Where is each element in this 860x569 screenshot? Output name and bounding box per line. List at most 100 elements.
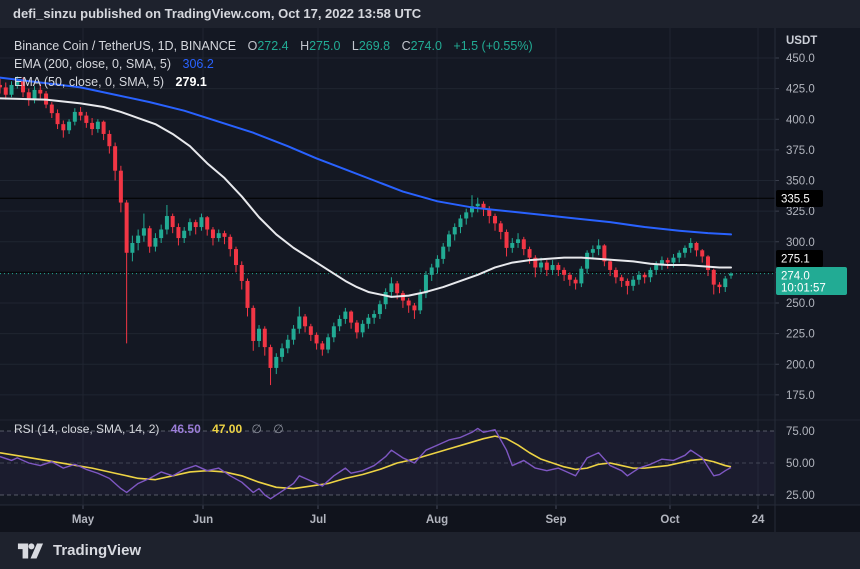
candle-body[interactable] [349,311,354,323]
candle-body[interactable] [26,92,31,100]
candle-body[interactable] [205,217,210,230]
ema50-line[interactable] [0,97,733,298]
candle-body[interactable] [210,229,215,239]
time-tick-label[interactable]: Jul [310,514,327,526]
candle-body[interactable] [187,222,192,231]
candle-body[interactable] [320,343,325,350]
time-tick-label[interactable]: Sep [545,514,566,526]
candle-body[interactable] [608,261,613,270]
candle-body[interactable] [642,274,647,278]
candle-body[interactable] [573,279,578,284]
candle-body[interactable] [38,89,43,94]
price-tick-label[interactable]: 350.0 [786,176,815,188]
candle-body[interactable] [55,113,60,125]
candle-body[interactable] [21,80,26,93]
candle-body[interactable] [136,235,141,243]
candle-body[interactable] [498,223,503,232]
time-tick-label[interactable]: Jun [193,514,213,526]
candle-body[interactable] [113,146,118,171]
candle-body[interactable] [711,269,716,285]
candle-body[interactable] [665,260,670,263]
candle-body[interactable] [527,249,532,258]
candle-body[interactable] [101,121,106,134]
candle-body[interactable] [245,280,250,308]
brand-name[interactable]: TradingView [53,542,142,559]
time-tick-label[interactable]: Aug [426,514,448,526]
price-tick-label[interactable]: 225.0 [786,329,815,341]
time-axis-strip[interactable] [0,505,860,532]
candle-body[interactable] [141,228,146,236]
candle-body[interactable] [441,246,446,259]
candle-body[interactable] [159,229,164,239]
time-tick-label[interactable]: 24 [752,514,765,526]
candle-body[interactable] [147,228,152,247]
price-tick-label[interactable]: 400.0 [786,114,815,126]
candle-body[interactable] [705,256,710,270]
candle-body[interactable] [222,233,227,237]
candle-body[interactable] [308,326,313,335]
candle-body[interactable] [700,250,705,257]
candle-body[interactable] [164,216,169,230]
candle-body[interactable] [688,242,693,248]
candle-body[interactable] [257,328,262,341]
candle-body[interactable] [49,104,54,114]
price-tick-label[interactable]: 250.0 [786,298,815,310]
candle-body[interactable] [423,274,428,294]
rsi-line[interactable] [0,427,732,500]
candle-body[interactable] [233,249,238,266]
candle-body[interactable] [619,277,624,281]
candle-body[interactable] [539,262,544,268]
candle-body[interactable] [452,227,457,235]
candle-body[interactable] [0,84,2,88]
candle-body[interactable] [377,304,382,315]
time-tick-label[interactable]: May [72,514,95,526]
candle-body[interactable] [193,222,198,228]
candle-body[interactable] [95,121,100,130]
candle-body[interactable] [504,231,509,248]
candle-body[interactable] [481,203,486,209]
rsi-tick-label[interactable]: 75.00 [786,426,815,438]
price-tick-label[interactable]: 200.0 [786,359,815,371]
candle-body[interactable] [239,265,244,281]
time-tick-label[interactable]: Oct [660,514,679,526]
tradingview-logo-icon[interactable] [17,541,44,561]
candle-body[interactable] [366,317,371,324]
candle-body[interactable] [228,236,233,250]
candle-body[interactable] [78,111,83,116]
candle-body[interactable] [682,247,687,253]
candle-body[interactable] [567,274,572,280]
rsi-tick-label[interactable]: 50.00 [786,458,815,470]
candle-body[interactable] [389,283,394,292]
candle-body[interactable] [372,314,377,318]
candle-body[interactable] [182,230,187,239]
candle-body[interactable] [729,273,734,276]
candle-body[interactable] [723,278,728,288]
candle-body[interactable] [636,274,641,280]
ema200-line[interactable] [0,76,733,236]
candle-body[interactable] [170,216,175,228]
candle-body[interactable] [176,227,181,239]
price-tick-label[interactable]: 375.0 [786,145,815,157]
candle-body[interactable] [303,316,308,327]
price-tick-label[interactable]: 325.0 [786,206,815,218]
price-tick-label[interactable]: 450.0 [786,53,815,65]
candle-body[interactable] [544,262,549,270]
candle-body[interactable] [579,268,584,284]
candle-body[interactable] [337,318,342,327]
candle-body[interactable] [648,269,653,278]
candle-body[interactable] [590,249,595,253]
candle-body[interactable] [383,291,388,305]
candle-body[interactable] [280,348,285,357]
candle-body[interactable] [251,307,256,341]
candle-body[interactable] [32,89,37,100]
candle-body[interactable] [274,356,279,368]
candle-body[interactable] [550,265,555,270]
candle-body[interactable] [469,206,474,213]
candle-body[interactable] [556,265,561,270]
candle-body[interactable] [107,133,112,147]
candle-body[interactable] [3,87,8,95]
candle-body[interactable] [418,293,423,311]
candle-body[interactable] [654,265,659,270]
candle-body[interactable] [458,218,463,228]
